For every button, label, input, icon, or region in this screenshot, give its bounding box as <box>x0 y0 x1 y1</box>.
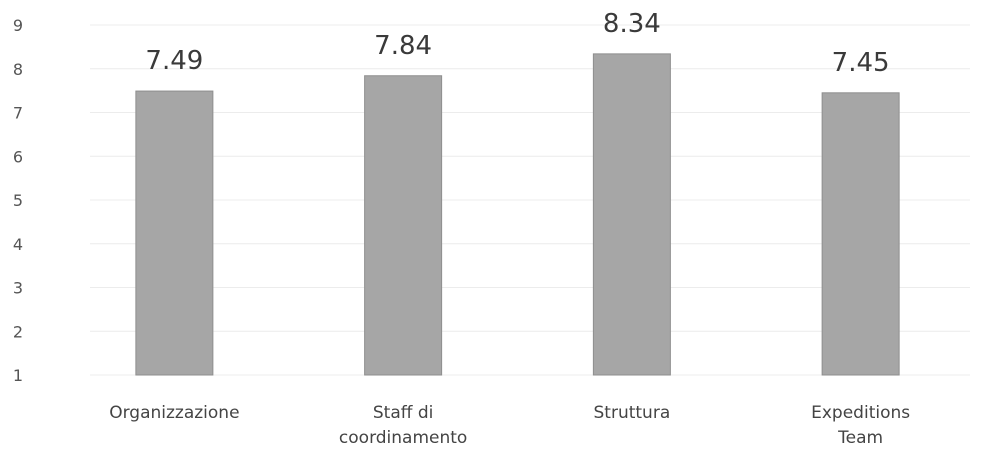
y-axis-ticks: 1 2 3 4 5 6 7 8 9 <box>13 16 23 385</box>
category-labels: Organizzazione Staff di coordinamento Strut… <box>109 403 910 448</box>
bar-value-label: 8.34 <box>603 9 661 39</box>
y-tick-label: 9 <box>13 16 23 35</box>
bar-value-label: 7.49 <box>145 46 203 76</box>
y-tick-label: 8 <box>13 60 23 79</box>
bar <box>821 92 900 376</box>
bar <box>364 75 443 376</box>
y-tick-label: 3 <box>13 279 23 298</box>
x-category-label: Staff di coordinamento <box>339 403 467 448</box>
y-tick-label: 4 <box>13 235 23 254</box>
bar <box>592 53 671 376</box>
x-category-label: Organizzazione <box>109 403 239 423</box>
y-tick-label: 6 <box>13 147 23 166</box>
x-category-label: Struttura <box>594 403 671 423</box>
y-tick-label: 1 <box>13 366 23 385</box>
bar-value-label: 7.45 <box>832 48 890 78</box>
y-tick-label: 2 <box>13 322 23 341</box>
bar-value-label: 7.84 <box>374 31 432 61</box>
bars <box>135 53 900 376</box>
gridlines <box>90 24 970 376</box>
value-labels: 7.49 7.84 8.34 7.45 <box>145 9 889 78</box>
y-tick-label: 7 <box>13 104 23 123</box>
bar <box>135 90 214 376</box>
x-category-label: Expeditions Team <box>811 403 910 448</box>
y-tick-label: 5 <box>13 191 23 210</box>
